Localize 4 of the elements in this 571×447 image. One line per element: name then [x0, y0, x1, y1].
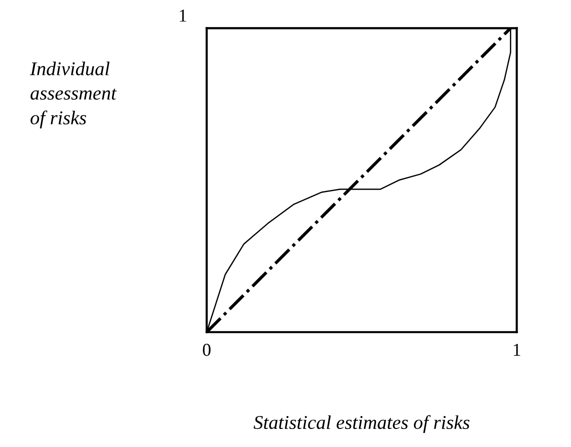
x-axis-title: Statistical estimates of risks: [254, 415, 470, 433]
text: 1: [180, 10, 186, 22]
y-axis-title: Individual assessment of risks: [30, 62, 117, 128]
x-tick-label: 0: [202, 344, 211, 356]
